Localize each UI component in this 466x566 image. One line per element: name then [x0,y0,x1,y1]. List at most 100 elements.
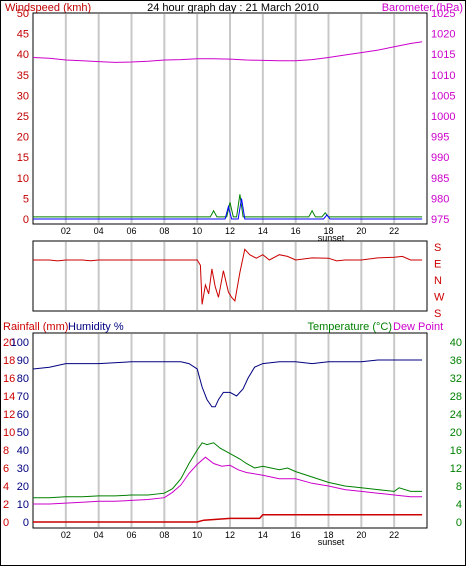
wind-baro-x-tick-5: 12 [225,226,235,236]
wind-baro-x-tick-1: 04 [94,226,104,236]
wind-baro-x-tick-6: 14 [258,226,268,236]
temperature-tick-3: 12 [450,463,462,475]
rain-hum-temp-x-tick-labels: 02 04 06 08 10 12 14 16 18 20 22 [61,530,399,540]
sunset-label-top: sunset [318,233,345,243]
windspeed-tick-labels: 0 5 10 15 20 25 30 35 40 45 50 [17,8,29,226]
humidity-tick-labels: 0 10 20 30 40 50 60 70 80 90 100 [11,337,29,529]
humidity-tick-5: 50 [17,427,29,439]
direction-tick-3: W [434,292,445,304]
temperature-tick-7: 28 [450,391,462,403]
windspeed-tick-1: 5 [23,193,29,205]
wind-direction-series [33,248,423,305]
barometer-tick-4: 995 [431,132,449,144]
rain-hum-temp-x-tick-7: 16 [291,530,301,540]
rainfall-tick-6: 12 [3,409,15,421]
rainfall-tick-1: 2 [3,499,9,511]
barometer-tick-1: 980 [431,193,449,205]
barometer-tick-5: 1000 [431,111,455,123]
wind-baro-series [32,41,423,220]
rain-hum-temp-x-tick-9: 20 [356,530,366,540]
rain-hum-temp-x-tick-10: 22 [389,530,399,540]
wind-baro-x-tick-7: 16 [291,226,301,236]
wind-baro-x-tick-8: 18 [323,226,333,236]
wind-baro-x-tick-4: 10 [192,226,202,236]
barometer-tick-2: 985 [431,173,449,185]
dewpoint-line [33,456,423,505]
rain-hum-temp-x-tick-1: 04 [94,530,104,540]
barometer-tick-8: 1015 [431,49,455,61]
windspeed-tick-2: 10 [17,173,29,185]
rain-hum-temp-x-tick-5: 12 [225,530,235,540]
windspeed-tick-9: 45 [17,29,29,41]
wind-baro-x-tick-9: 20 [356,226,366,236]
humidity-tick-7: 70 [17,391,29,403]
barometer-tick-10: 1025 [431,8,455,20]
humidity-tick-3: 30 [17,463,29,475]
humidity-tick-2: 20 [17,481,29,493]
temperature-line [33,442,423,499]
humidity-tick-8: 80 [17,373,29,385]
rain-hum-temp-series [32,359,423,523]
windspeed-tick-8: 40 [17,49,29,61]
temperature-tick-2: 8 [456,481,462,493]
rain-hum-temp-x-tick-6: 14 [258,530,268,540]
humidity-tick-10: 100 [11,337,29,349]
rain-hum-temp-x-tick-3: 08 [159,530,169,540]
temperature-tick-labels: 0 4 8 12 16 20 24 28 32 36 40 [450,337,462,529]
wind-baro-x-tick-3: 08 [159,226,169,236]
temperature-tick-1: 4 [456,499,462,511]
humidity-tick-4: 40 [17,445,29,457]
wind-direction-line [33,248,423,305]
barometer-tick-9: 1020 [431,29,455,41]
humidity-axis-label: Humidity % [68,321,124,333]
rainfall-axis-label: Rainfall (mm) [3,321,68,333]
wind-baro-x-tick-10: 22 [389,226,399,236]
rainfall-tick-0: 0 [3,517,9,529]
humidity-tick-9: 90 [17,355,29,367]
rainfall-tick-3: 6 [3,463,9,475]
wind-baro-grid [64,14,396,223]
barometer-line [32,41,423,63]
barometer-tick-labels: 975 980 985 990 995 1000 1005 1010 1015 1020 1025 [431,8,455,226]
wind-gust-line [33,194,423,218]
rainfall-tick-7: 14 [3,391,15,403]
wind-direction-grid [64,242,396,310]
wind-baro-x-tick-2: 06 [126,226,136,236]
wind-speed-line [33,198,423,220]
temperature-tick-0: 0 [456,517,462,529]
temperature-tick-9: 36 [450,355,462,367]
temperature-tick-8: 32 [450,373,462,385]
temperature-tick-4: 16 [450,445,462,457]
rainfall-tick-2: 4 [3,481,9,493]
direction-tick-0: S [434,242,441,254]
wind-baro-x-tick-0: 02 [61,226,71,236]
wind-baro-x-tick-labels: 02 04 06 08 10 12 14 16 18 20 22 [61,226,399,236]
temperature-tick-10: 40 [450,337,462,349]
rainfall-tick-labels: 0 2 4 6 8 10 12 14 16 18 20 [3,337,15,529]
rainfall-tick-8: 16 [3,373,15,385]
rain-hum-temp-grid [64,334,396,527]
rain-hum-temp-x-tick-8: 18 [323,530,333,540]
dewpoint-axis-label: Dew Point [393,321,443,333]
rain-hum-temp-x-tick-4: 10 [192,530,202,540]
windspeed-tick-7: 35 [17,70,29,82]
humidity-tick-6: 60 [17,409,29,421]
rainfall-tick-10: 20 [3,337,15,349]
windspeed-tick-5: 25 [17,111,29,123]
chart-title: 24 hour graph day : 21 March 2010 [147,2,319,14]
humidity-line [32,359,423,408]
windspeed-tick-4: 20 [17,132,29,144]
barometer-axis-label: Barometer (hPa) [382,2,463,14]
humidity-tick-0: 0 [23,517,29,529]
windspeed-axis-label: Windspeed (kmh) [5,2,91,14]
temperature-tick-5: 20 [450,427,462,439]
sunset-label-bottom: sunset [318,537,345,547]
windspeed-tick-0: 0 [23,214,29,226]
rainfall-line [33,514,423,523]
direction-tick-2: N [434,275,442,287]
windspeed-tick-10: 50 [17,8,29,20]
barometer-tick-3: 990 [431,152,449,164]
